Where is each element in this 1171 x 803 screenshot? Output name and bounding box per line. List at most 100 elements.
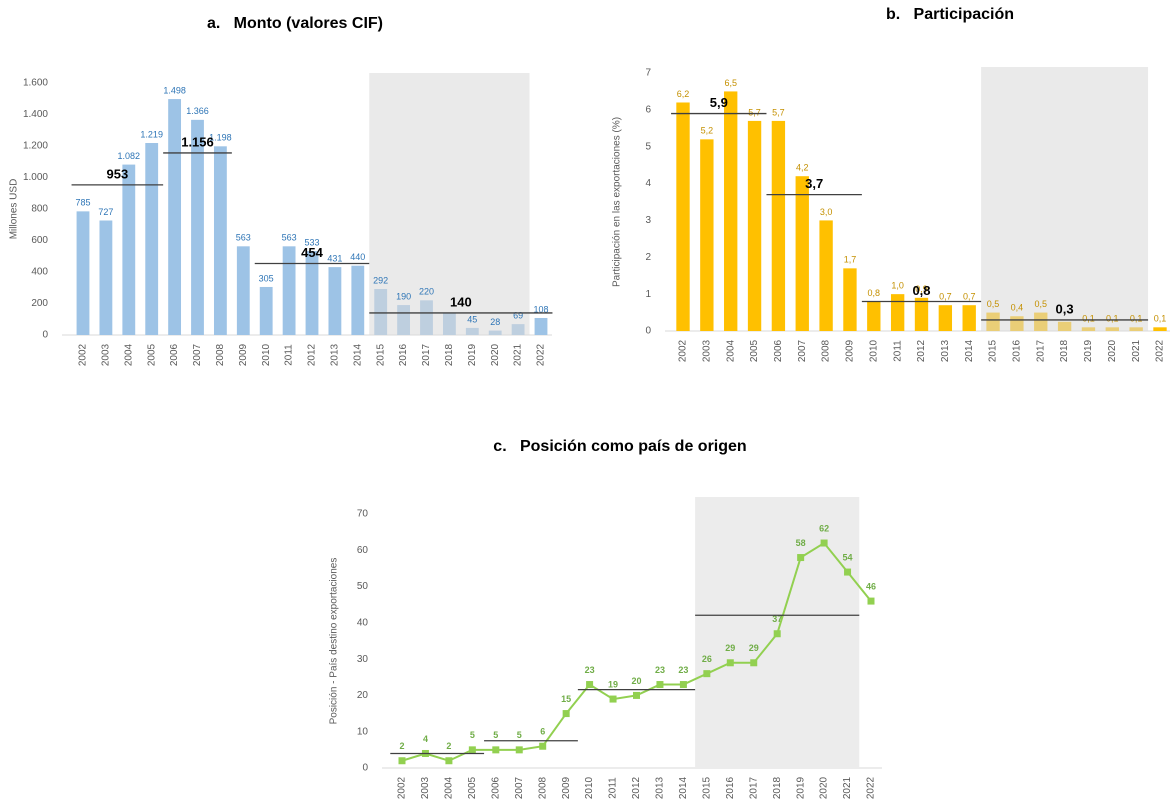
value-label: 5,7 xyxy=(772,107,785,117)
x-tick-label: 2003 xyxy=(701,339,712,362)
average-label: 953 xyxy=(106,166,128,181)
value-label: 1.082 xyxy=(118,151,141,161)
y-tick-label: 0 xyxy=(42,330,48,341)
value-label: 1.366 xyxy=(186,106,209,116)
x-tick-label: 2022 xyxy=(1155,339,1166,362)
x-tick-label: 2008 xyxy=(537,776,548,799)
bar xyxy=(867,301,881,331)
x-tick-label: 2014 xyxy=(964,339,975,362)
x-tick-label: 2013 xyxy=(655,776,666,799)
chart-title: c. Posición como país de origen xyxy=(493,438,746,455)
value-label: 6 xyxy=(540,727,545,737)
value-label: 5 xyxy=(493,730,498,740)
y-tick-label: 800 xyxy=(31,204,48,215)
bar xyxy=(259,286,273,335)
x-tick-label: 2010 xyxy=(261,343,272,366)
x-tick-label: 2010 xyxy=(868,339,879,362)
x-tick-label: 2007 xyxy=(514,776,525,799)
bar xyxy=(168,99,182,335)
chart-title: a. Monto (valores CIF) xyxy=(207,15,383,32)
value-label: 3,0 xyxy=(820,207,833,217)
marker xyxy=(562,710,570,718)
y-tick-label: 200 xyxy=(31,298,48,309)
value-label: 0,5 xyxy=(1034,299,1047,309)
x-tick-label: 2005 xyxy=(146,343,157,366)
x-tick-label: 2017 xyxy=(748,776,759,799)
value-label: 45 xyxy=(467,314,477,324)
bar xyxy=(236,246,250,335)
average-label: 3,7 xyxy=(805,176,823,191)
value-label: 28 xyxy=(490,317,500,327)
value-label: 0,7 xyxy=(939,292,952,302)
y-tick-label: 10 xyxy=(357,726,369,737)
x-tick-label: 2019 xyxy=(795,776,806,799)
value-label: 2 xyxy=(446,741,451,751)
marker xyxy=(797,554,805,562)
value-label: 108 xyxy=(533,304,548,314)
x-tick-label: 2006 xyxy=(169,343,180,366)
marker xyxy=(820,539,828,547)
value-label: 37 xyxy=(772,614,782,624)
x-tick-label: 2006 xyxy=(490,776,501,799)
value-label: 15 xyxy=(561,694,571,704)
x-tick-label: 2002 xyxy=(678,339,689,362)
x-tick-label: 2020 xyxy=(819,776,830,799)
x-tick-label: 2012 xyxy=(631,776,642,799)
marker xyxy=(703,670,711,678)
x-tick-label: 2005 xyxy=(749,339,760,362)
average-label: 454 xyxy=(301,245,323,260)
y-tick-label: 70 xyxy=(357,509,369,520)
value-label: 5,7 xyxy=(748,107,761,117)
bar xyxy=(191,119,204,335)
value-label: 23 xyxy=(678,665,688,675)
value-label: 62 xyxy=(819,523,829,533)
average-label: 0,3 xyxy=(1056,301,1074,316)
value-label: 563 xyxy=(282,233,297,243)
chart-title: b. Participación xyxy=(886,6,1014,23)
y-tick-label: 1.400 xyxy=(23,109,48,120)
bar xyxy=(843,268,857,331)
x-tick-label: 2019 xyxy=(467,343,478,366)
y-tick-label: 3 xyxy=(645,215,651,226)
marker xyxy=(750,659,758,667)
x-tick-label: 2008 xyxy=(821,339,832,362)
x-tick-label: 2014 xyxy=(678,776,689,799)
bar xyxy=(724,91,738,331)
x-tick-label: 2002 xyxy=(397,776,408,799)
y-tick-label: 0 xyxy=(362,763,368,774)
marker xyxy=(867,597,875,605)
value-label: 292 xyxy=(373,275,388,285)
x-tick-label: 2020 xyxy=(1107,339,1118,362)
y-tick-label: 4 xyxy=(645,178,651,189)
y-tick-label: 7 xyxy=(645,68,651,79)
marker xyxy=(586,681,594,689)
x-tick-label: 2017 xyxy=(1035,339,1046,362)
y-tick-label: 600 xyxy=(31,235,48,246)
x-tick-label: 2011 xyxy=(284,344,295,366)
y-tick-label: 0 xyxy=(645,326,651,337)
bar xyxy=(938,305,953,331)
value-label: 6,2 xyxy=(677,89,690,99)
bar xyxy=(305,251,319,335)
value-label: 23 xyxy=(655,665,665,675)
bar xyxy=(962,305,976,331)
bar xyxy=(534,317,548,335)
bar xyxy=(795,176,809,331)
value-label: 1.198 xyxy=(209,133,232,143)
value-label: 19 xyxy=(608,679,618,689)
value-label: 1.498 xyxy=(163,85,186,95)
x-tick-label: 2018 xyxy=(772,776,783,799)
x-tick-label: 2010 xyxy=(584,776,595,799)
average-label: 5,9 xyxy=(710,95,728,110)
x-tick-label: 2015 xyxy=(988,339,999,362)
value-label: 0,5 xyxy=(987,299,1000,309)
value-label: 69 xyxy=(513,311,523,321)
value-label: 29 xyxy=(725,643,735,653)
y-tick-label: 50 xyxy=(357,581,369,592)
x-tick-label: 2022 xyxy=(536,343,547,366)
value-label: 20 xyxy=(631,676,641,686)
x-tick-label: 2003 xyxy=(101,343,112,366)
x-tick-label: 2016 xyxy=(1012,339,1023,362)
x-tick-label: 2011 xyxy=(608,777,619,799)
value-label: 0,4 xyxy=(1011,303,1024,313)
